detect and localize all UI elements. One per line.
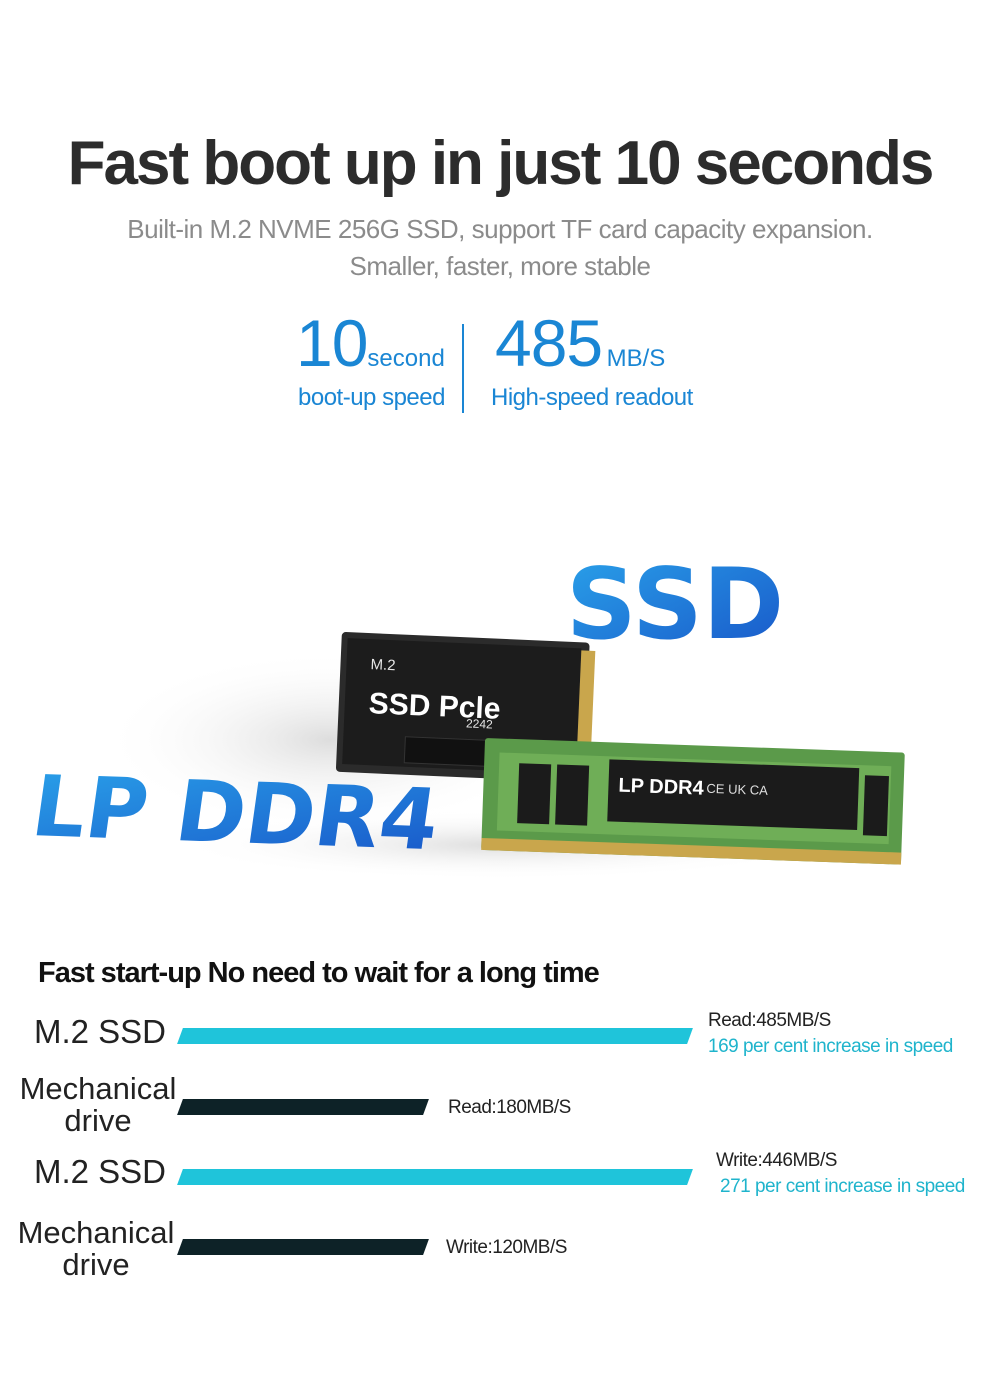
row-label-ssd-write: M.2 SSD xyxy=(33,1153,167,1190)
stat-read-unit: MB/S xyxy=(606,345,666,372)
row-label-mech-write: Mechanical drive xyxy=(16,1217,176,1281)
note-ssd-write-increase: 271 per cent increase in speed xyxy=(720,1176,965,1197)
note-ssd-read: Read:485MB/S xyxy=(708,1010,831,1031)
stat-boot-time: 10second xyxy=(296,310,445,376)
comparison-title: Fast start-up No need to wait for a long… xyxy=(38,957,600,989)
stat-read-speed: 485 MB/S xyxy=(495,310,665,376)
page-subline-1: Built-in M.2 NVME 256G SSD, support TF c… xyxy=(127,214,873,244)
ram-card: LP DDR4 CE UK CA xyxy=(481,738,905,865)
row-label-mech-write-2: drive xyxy=(62,1247,130,1282)
stat-boot-label: boot-up speed xyxy=(298,384,445,411)
ram-word: LP DDR4 xyxy=(30,757,445,869)
row-label-mech-read: Mechanical drive xyxy=(18,1073,178,1137)
note-mech-read: Read:180MB/S xyxy=(448,1097,571,1118)
bar-mech-write xyxy=(177,1239,429,1255)
ssd-card-line2: SSD Pcle xyxy=(368,687,501,726)
ssd-card-line1: M.2 xyxy=(370,656,396,674)
page-subline-2: Smaller, faster, more stable xyxy=(349,251,651,281)
stat-boot-value: 10 xyxy=(296,306,368,380)
note-ssd-write: Write:446MB/S xyxy=(716,1150,837,1171)
stat-divider xyxy=(462,324,464,413)
ram-card-marks: CE UK CA xyxy=(706,781,768,798)
row-label-mech-write-1: Mechanical xyxy=(17,1215,175,1250)
page-headline: Fast boot up in just 10 seconds xyxy=(67,129,935,198)
ram-card-label: LP DDR4 xyxy=(618,775,705,800)
row-label-mech-read-1: Mechanical xyxy=(19,1071,177,1106)
stat-read-label: High-speed readout xyxy=(491,384,693,411)
bar-mech-read xyxy=(177,1099,429,1115)
note-mech-write: Write:120MB/S xyxy=(446,1237,567,1258)
ssd-card-size: 2242 xyxy=(466,716,494,731)
ssd-word: SSD xyxy=(566,548,784,662)
row-label-mech-read-2: drive xyxy=(64,1103,132,1138)
stat-read-value: 485 xyxy=(495,306,603,380)
note-ssd-read-increase: 169 per cent increase in speed xyxy=(708,1036,953,1057)
bar-ssd-write xyxy=(177,1169,693,1185)
bar-ssd-read xyxy=(177,1028,693,1044)
stat-boot-unit: second xyxy=(367,345,445,372)
product-illustration: SSD M.2 SSD Pcle 2242 LP DDR4 LP DDR4 CE… xyxy=(30,548,905,880)
row-label-ssd-read: M.2 SSD xyxy=(33,1013,167,1050)
